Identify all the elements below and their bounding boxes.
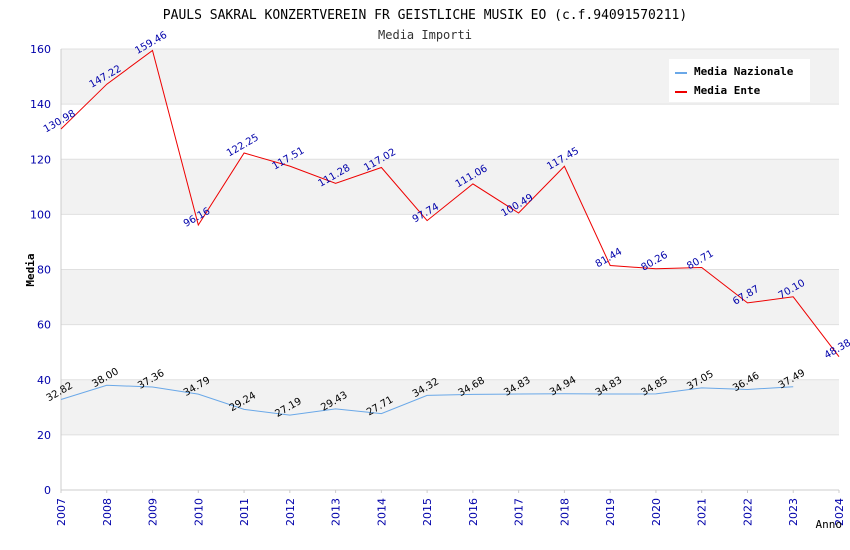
y-tick-label: 20 — [37, 429, 51, 442]
x-tick-label: 2016 — [467, 498, 480, 526]
x-tick-labels: 2007 2008 2009 2010 2011 2012 2013 2014 2015 2016… — [55, 490, 846, 526]
y-tick-label: 140 — [30, 98, 51, 111]
series-line-media-nazionale — [60, 384, 794, 416]
x-tick-label: 2010 — [192, 498, 205, 526]
y-tick-label: 80 — [37, 264, 51, 277]
x-axis-title: Anno — [816, 518, 843, 531]
y-tick-label: 40 — [37, 374, 51, 387]
x-tick-label: 2018 — [558, 498, 571, 526]
x-tick-label: 2023 — [787, 498, 800, 526]
x-tick-label: 2013 — [330, 498, 343, 526]
y-axis-title: Media — [24, 253, 37, 286]
x-tick-label: 2020 — [650, 498, 663, 526]
x-tick-label: 2009 — [147, 498, 160, 526]
x-tick-label: 2022 — [741, 498, 754, 526]
y-tick-label: 100 — [30, 208, 51, 221]
y-tick-label: 0 — [44, 484, 51, 497]
x-tick-label: 2007 — [55, 498, 68, 526]
y-tick-label: 60 — [37, 319, 51, 332]
grid-lines — [61, 48, 839, 491]
chart-subtitle: Media Importi — [378, 28, 472, 42]
plot-band — [61, 159, 839, 215]
x-tick-label: 2012 — [284, 498, 297, 526]
legend-label-media-nazionale: Media Nazionale — [694, 65, 794, 78]
y-tick-label: 120 — [30, 153, 51, 166]
legend-label-media-ente: Media Ente — [694, 84, 761, 97]
y-tick-label: 160 — [30, 43, 51, 56]
chart-title: PAULS SAKRAL KONZERTVEREIN FR GEISTLICHE… — [163, 8, 687, 23]
x-tick-label: 2008 — [101, 498, 114, 526]
x-tick-label: 2021 — [696, 498, 709, 526]
series-line-media-ente — [60, 49, 840, 358]
y-tick-labels: 0 20 40 60 80 100 120 140 160 — [30, 43, 51, 497]
x-tick-label: 2014 — [375, 498, 388, 526]
plot-band — [61, 269, 839, 325]
x-tick-label: 2024 — [833, 498, 846, 526]
legend: Media Nazionale Media Ente — [669, 59, 810, 102]
series-lines — [60, 49, 840, 416]
plot-band — [61, 379, 839, 435]
x-tick-label: 2011 — [238, 498, 251, 526]
x-tick-label: 2017 — [513, 498, 526, 526]
legend-box — [669, 59, 810, 102]
x-tick-label: 2019 — [604, 498, 617, 526]
x-tick-label: 2015 — [421, 498, 434, 526]
